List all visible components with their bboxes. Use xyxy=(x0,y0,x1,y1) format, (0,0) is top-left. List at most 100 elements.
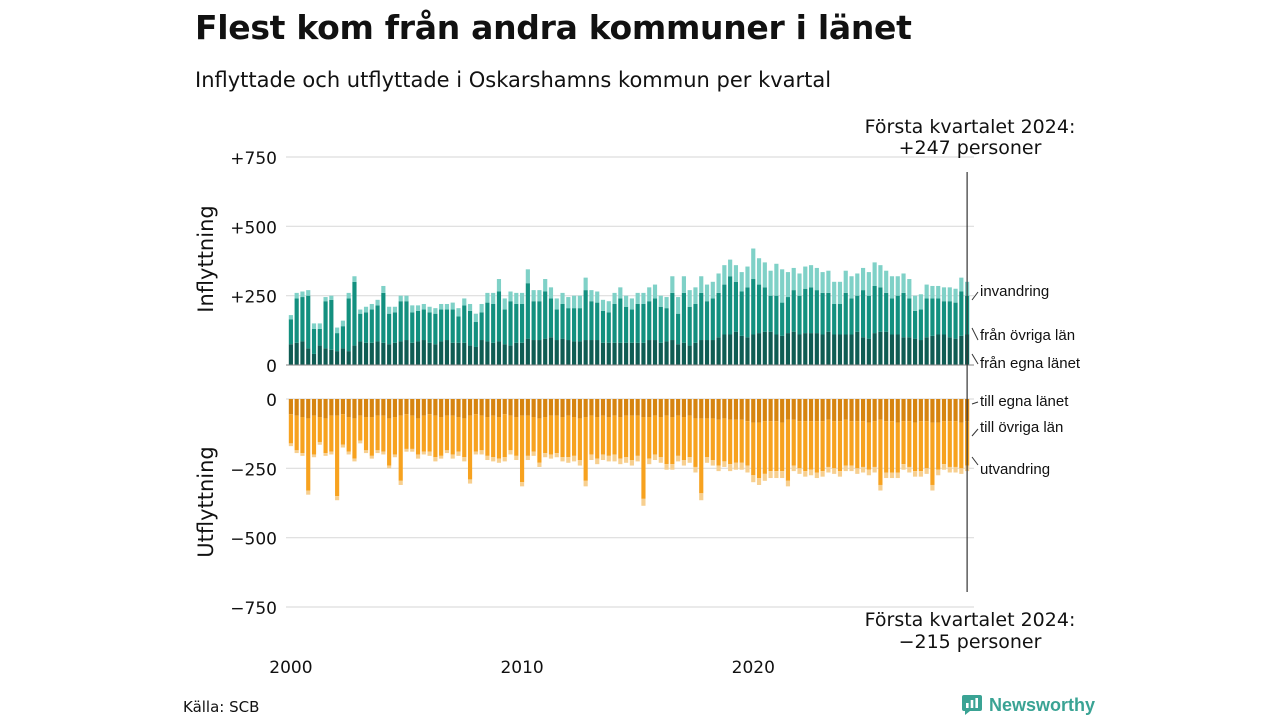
outflow-bar xyxy=(866,399,871,423)
outflow-bar xyxy=(398,415,403,481)
outflow-bar xyxy=(647,399,652,418)
ytick-label-in: +250 xyxy=(230,288,277,308)
inflow-bar xyxy=(595,340,600,365)
outflow-bar xyxy=(485,455,490,461)
inflow-bar xyxy=(467,303,473,311)
inflow-bar xyxy=(751,248,756,280)
legend-label-utvandring-leader xyxy=(971,456,979,466)
outflow-bar xyxy=(358,415,363,441)
inflow-bar xyxy=(288,344,293,365)
outflow-bar xyxy=(433,399,438,416)
inflow-bar xyxy=(317,328,322,346)
outflow-bar xyxy=(652,415,658,455)
annotation-top-line2: +247 personer xyxy=(899,137,1042,159)
outflow-bar xyxy=(387,399,392,419)
outflow-bar xyxy=(768,399,773,422)
inflow-bar xyxy=(554,309,559,341)
inflow-bar xyxy=(329,349,334,365)
outflow-bar xyxy=(329,399,334,416)
inflow-bar xyxy=(444,303,450,310)
outflow-bar xyxy=(537,399,542,419)
inflow-bar xyxy=(311,353,317,365)
inflow-bar xyxy=(704,301,710,341)
inflow-bar xyxy=(866,338,871,365)
outflow-bar xyxy=(317,441,322,445)
outflow-bar xyxy=(849,399,854,422)
inflow-bar xyxy=(311,328,317,354)
inflow-bar xyxy=(820,334,825,365)
inflow-bar xyxy=(947,337,952,365)
inflow-bar xyxy=(884,292,889,332)
outflow-bar xyxy=(392,454,398,458)
inflow-bar xyxy=(444,340,450,365)
ytick-label-out: −750 xyxy=(230,599,277,619)
outflow-bar xyxy=(647,417,652,459)
outflow-bar xyxy=(641,417,646,499)
inflow-bar xyxy=(491,292,496,304)
inflow-bar xyxy=(913,310,918,339)
inflow-bar xyxy=(635,342,640,365)
ytick-label-out: −250 xyxy=(230,460,277,480)
outflow-bar xyxy=(959,468,964,474)
outflow-bar xyxy=(444,415,450,451)
inflow-bar xyxy=(947,287,952,302)
outflow-bar xyxy=(826,399,831,420)
inflow-bar xyxy=(791,331,796,365)
outflow-bar xyxy=(710,399,715,419)
outflow-bar xyxy=(427,451,432,456)
outflow-bar xyxy=(288,443,293,447)
inflow-bar xyxy=(311,323,317,329)
inflow-bar xyxy=(681,276,686,293)
inflow-bar xyxy=(525,338,530,365)
ytick-label-out: −500 xyxy=(230,530,277,550)
inflow-bar xyxy=(600,299,606,311)
newsworthy-logo[interactable]: Newsworthy xyxy=(961,694,1095,716)
xtick-label: 2010 xyxy=(500,658,543,678)
inflow-bar xyxy=(953,338,958,365)
inflow-bar xyxy=(699,276,704,293)
ytick-label-in: +500 xyxy=(230,218,277,238)
legend-label-invandring: invandring xyxy=(980,283,1049,300)
outflow-bar xyxy=(676,455,681,462)
outflow-bar xyxy=(600,415,606,455)
outflow-bar xyxy=(288,414,293,444)
outflow-bar xyxy=(577,399,582,419)
inflow-bar xyxy=(577,341,582,365)
inflow-bar xyxy=(797,334,802,365)
outflow-bar xyxy=(329,451,334,455)
inflow-bar xyxy=(676,297,681,314)
outflow-bar xyxy=(392,417,398,455)
inflow-bar xyxy=(352,345,357,365)
annotation-bottom-line1: Första kvartalet 2024: xyxy=(865,609,1076,631)
outflow-bar xyxy=(352,458,357,462)
inflow-bar xyxy=(450,302,455,310)
outflow-bar xyxy=(589,399,594,416)
inflow-bar xyxy=(739,272,744,292)
outflow-bar xyxy=(398,399,403,416)
inflow-bar xyxy=(398,295,403,302)
inflow-bar xyxy=(485,292,490,303)
outflow-bar xyxy=(548,399,554,416)
outflow-bar xyxy=(600,454,606,461)
outflow-bar xyxy=(450,399,455,416)
outflow-bar xyxy=(918,471,923,477)
outflow-bar xyxy=(699,493,704,501)
inflow-bar xyxy=(918,340,923,365)
outflow-bar xyxy=(878,484,883,491)
inflow-bar xyxy=(479,312,484,341)
outflow-bar xyxy=(387,418,392,466)
inflow-bar xyxy=(496,279,502,292)
outflow-bar xyxy=(658,457,663,463)
inflow-bar xyxy=(456,342,461,365)
inflow-bar xyxy=(462,305,467,343)
outflow-bar xyxy=(439,399,444,418)
outflow-bar xyxy=(780,471,785,479)
outflow-bar xyxy=(808,399,814,422)
inflow-bar xyxy=(531,290,536,302)
inflow-bar xyxy=(473,322,478,347)
outflow-bar xyxy=(826,419,831,467)
outflow-bar xyxy=(583,480,588,487)
inflow-bar xyxy=(866,295,871,339)
outflow-bar xyxy=(329,415,334,452)
outflow-bar xyxy=(699,399,704,419)
